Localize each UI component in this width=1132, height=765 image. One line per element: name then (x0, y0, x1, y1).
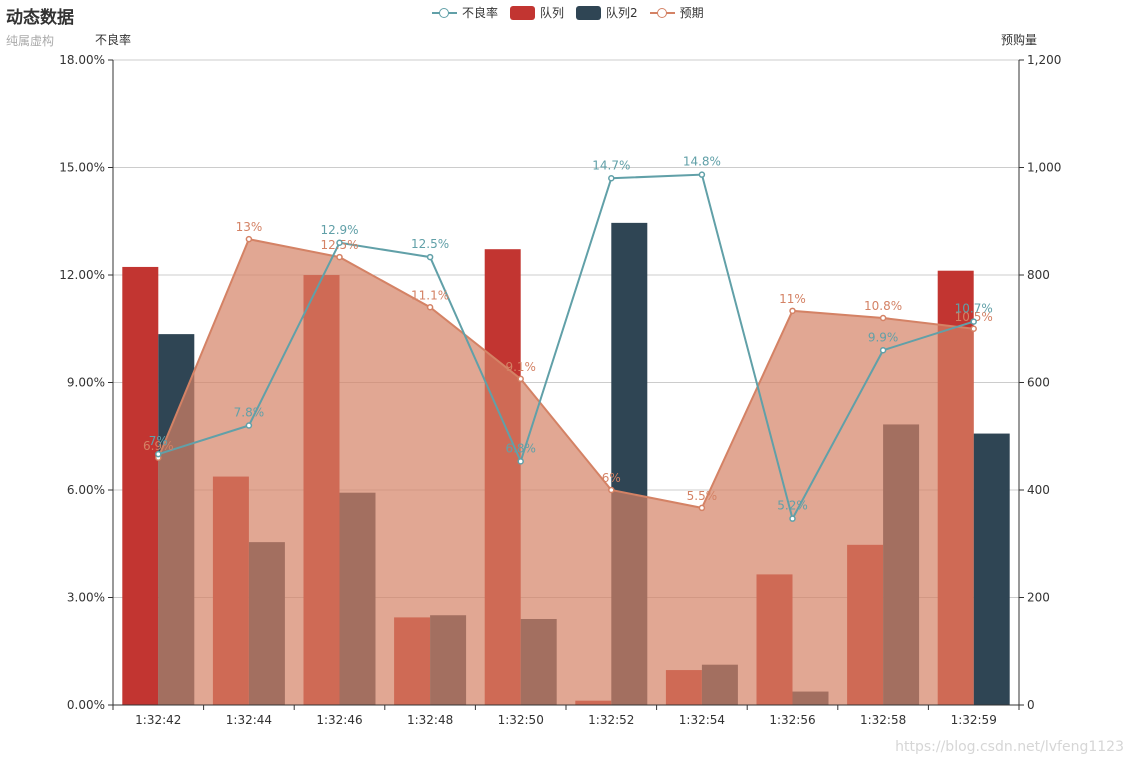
x-tick-label: 1:32:54 (679, 713, 725, 727)
rate-data-label: 5.2% (777, 499, 808, 513)
y-right-tick-label: 1,200 (1027, 53, 1061, 67)
rate-data-label: 9.9% (868, 330, 899, 344)
y-right-tick-label: 200 (1027, 591, 1050, 605)
expected-point (879, 314, 887, 322)
expected-data-label: 11% (779, 292, 806, 306)
expected-point (245, 235, 253, 243)
rate-point (245, 422, 253, 429)
rate-data-label: 10.7% (955, 302, 993, 316)
legend-label: 不良率 (462, 6, 499, 20)
chart-subtitle: 纯属虚构 (6, 34, 55, 48)
rate-data-label: 12.9% (320, 223, 358, 237)
rate-data-label: 6.8% (505, 441, 536, 455)
x-tick-label: 1:32:59 (951, 713, 997, 727)
rate-point (336, 239, 343, 246)
rate-point (608, 175, 615, 182)
expected-point (789, 307, 796, 315)
y-right-tick-label: 400 (1027, 483, 1050, 497)
expected-data-label: 6% (602, 471, 621, 485)
x-tick-label: 1:32:56 (769, 713, 815, 727)
rate-point (426, 253, 434, 261)
rate-point (155, 450, 162, 458)
rate-data-label: 7% (149, 434, 168, 448)
expected-data-label: 9.1% (505, 360, 536, 374)
legend-label: 队列 (540, 6, 565, 20)
x-tick-label: 1:32:50 (498, 713, 544, 727)
watermark: https://blog.csdn.net/lvfeng1123 (895, 739, 1124, 755)
x-tick-label: 1:32:48 (407, 713, 453, 727)
expected-data-label: 10.8% (864, 299, 902, 313)
rate-point (789, 515, 796, 522)
legend-item-expected[interactable]: 预期 (649, 4, 704, 21)
rate-data-label: 14.7% (592, 158, 630, 172)
rate-point (970, 318, 977, 325)
y-left-tick-label: 0.00% (67, 698, 105, 712)
x-tick-label: 1:32:42 (135, 713, 181, 727)
expected-line (157, 238, 974, 510)
expected-area (158, 239, 974, 705)
expected-point (970, 325, 977, 332)
y-left-tick-label: 18.00% (59, 53, 105, 67)
legend-label: 预期 (679, 6, 704, 20)
rate-point (698, 171, 706, 178)
rate-data-label: 7.8% (234, 406, 265, 420)
expected-point (517, 375, 524, 383)
y-right-axis-name: 预购量 (1001, 32, 1037, 47)
legend-label: 队列2 (606, 6, 638, 20)
legend-item-rate[interactable]: 不良率 (432, 4, 498, 21)
x-tick-label: 1:32:44 (226, 713, 272, 727)
y-right-tick-label: 0 (1027, 698, 1035, 712)
legend-bar-icon (510, 5, 536, 20)
legend-item-queue2[interactable]: 队列2 (576, 4, 638, 21)
rate-point (517, 458, 524, 465)
y-left-tick-label: 6.00% (67, 483, 105, 497)
rate-line (157, 173, 975, 522)
expected-point (698, 504, 706, 512)
expected-point (608, 486, 615, 494)
x-tick-label: 1:32:46 (316, 713, 362, 727)
rate-data-label: 14.8% (683, 155, 721, 169)
legend: 不良率 队列 队列2 预期 (432, 4, 704, 21)
y-right-tick-label: 1,000 (1027, 161, 1061, 175)
y-left-axis-name: 不良率 (95, 32, 131, 47)
y-left-tick-label: 15.00% (59, 161, 105, 175)
y-left-tick-label: 12.00% (59, 268, 105, 282)
x-tick-label: 1:32:58 (860, 713, 906, 727)
expected-data-label: 5.5% (687, 489, 718, 503)
rate-data-label: 12.5% (411, 237, 449, 251)
expected-data-label: 13% (236, 220, 263, 234)
legend-item-queue[interactable]: 队列 (510, 4, 564, 21)
x-tick-label: 1:32:52 (588, 713, 634, 727)
y-right-tick-label: 600 (1027, 376, 1050, 390)
expected-data-label: 6.9% (143, 439, 174, 453)
bar-queue2 (973, 433, 1010, 705)
y-left-tick-label: 3.00% (67, 591, 105, 605)
legend-line-icon (432, 6, 457, 20)
bar-queue (122, 266, 159, 705)
chart-title: 动态数据 (6, 8, 74, 28)
y-left-tick-label: 9.00% (67, 376, 105, 390)
expected-point (426, 304, 434, 311)
legend-line-icon (649, 6, 675, 20)
expected-data-label: 11.1% (411, 288, 449, 302)
expected-point (336, 253, 343, 261)
rate-point (879, 347, 887, 354)
expected-data-label: 10.5% (955, 310, 993, 324)
y-right-tick-label: 800 (1027, 268, 1050, 282)
legend-bar-icon (576, 5, 602, 20)
